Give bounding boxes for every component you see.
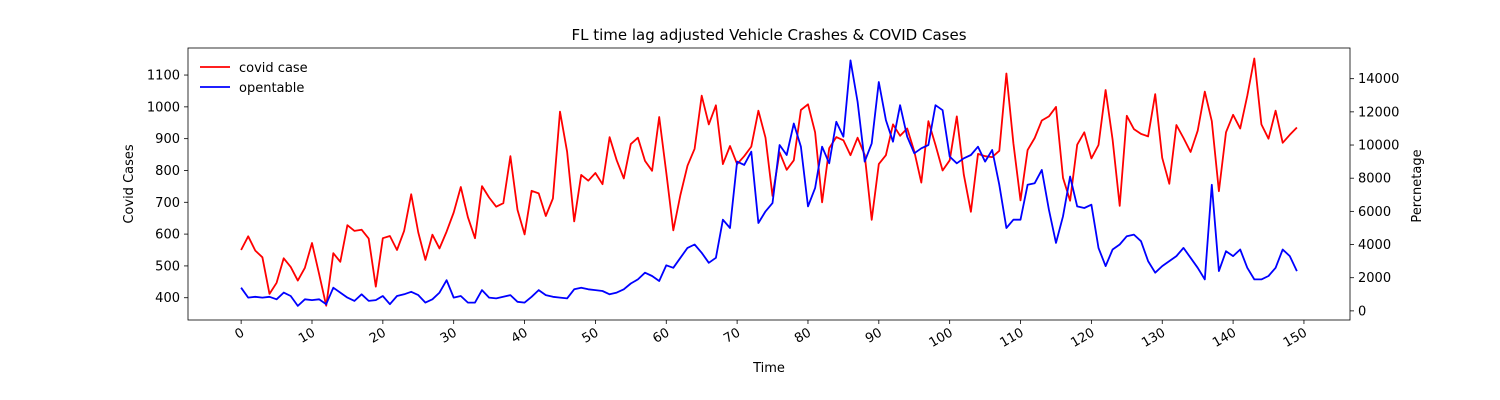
y-tick-label: 600	[155, 228, 180, 243]
y-right-tick-label: 0	[1358, 304, 1366, 319]
x-tick-label: 10	[296, 325, 318, 346]
x-tick-label: 150	[1281, 325, 1310, 350]
x-tick-label: 120	[1068, 325, 1097, 350]
series-line-opentable	[240, 59, 1298, 307]
y-axis-left-ticks: 400 500 600 700 800 900 1000 1100	[147, 69, 188, 306]
y-tick-label: 800	[155, 164, 180, 179]
legend-label-opentable: opentable	[239, 81, 304, 96]
plot-frame	[187, 47, 1351, 321]
legend: covid case opentable	[200, 61, 308, 96]
legend-label-covid-case: covid case	[239, 61, 308, 76]
y-right-tick-label: 12000	[1358, 105, 1399, 120]
y-tick-label: 500	[155, 259, 180, 274]
y-tick-label: 1000	[147, 100, 180, 115]
series-line-covid-case	[240, 57, 1298, 307]
y-axis-right-label: Percnetage	[1410, 149, 1425, 222]
x-tick-label: 20	[367, 325, 389, 346]
y-right-tick-label: 4000	[1358, 238, 1391, 253]
x-tick-label: 70	[721, 325, 743, 346]
x-tick-label: 90	[863, 325, 885, 346]
y-right-tick-label: 14000	[1358, 72, 1399, 87]
x-tick-label: 110	[998, 325, 1027, 350]
y-right-tick-label: 2000	[1358, 271, 1391, 286]
x-tick-label: 50	[580, 325, 602, 346]
y-right-tick-label: 8000	[1358, 172, 1391, 187]
x-axis-ticks: 0 10 20 30 40 50 60 70 80 90 100 110 120 130 140 150	[232, 320, 1310, 351]
y-axis-right-ticks: 0 2000 4000 6000 8000 10000 12000 14000	[1350, 72, 1399, 319]
y-tick-label: 1100	[147, 69, 180, 84]
plot-lines	[240, 57, 1298, 307]
y-right-tick-label: 10000	[1358, 139, 1399, 154]
y-tick-label: 700	[155, 196, 180, 211]
y-tick-label: 400	[155, 291, 180, 306]
x-tick-label: 60	[650, 325, 672, 346]
y-tick-label: 900	[155, 132, 180, 147]
x-tick-label: 100	[927, 325, 956, 350]
x-tick-label: 40	[509, 325, 531, 346]
x-tick-label: 130	[1139, 325, 1168, 350]
y-axis-label: Covid Cases	[122, 144, 137, 224]
x-axis-label: Time	[752, 361, 785, 376]
x-tick-label: 0	[232, 325, 247, 342]
x-tick-label: 140	[1210, 325, 1239, 350]
y-right-tick-label: 6000	[1358, 205, 1391, 220]
x-tick-label: 80	[792, 325, 814, 346]
x-tick-label: 30	[438, 325, 460, 346]
chart-title: FL time lag adjusted Vehicle Crashes & C…	[571, 26, 966, 44]
